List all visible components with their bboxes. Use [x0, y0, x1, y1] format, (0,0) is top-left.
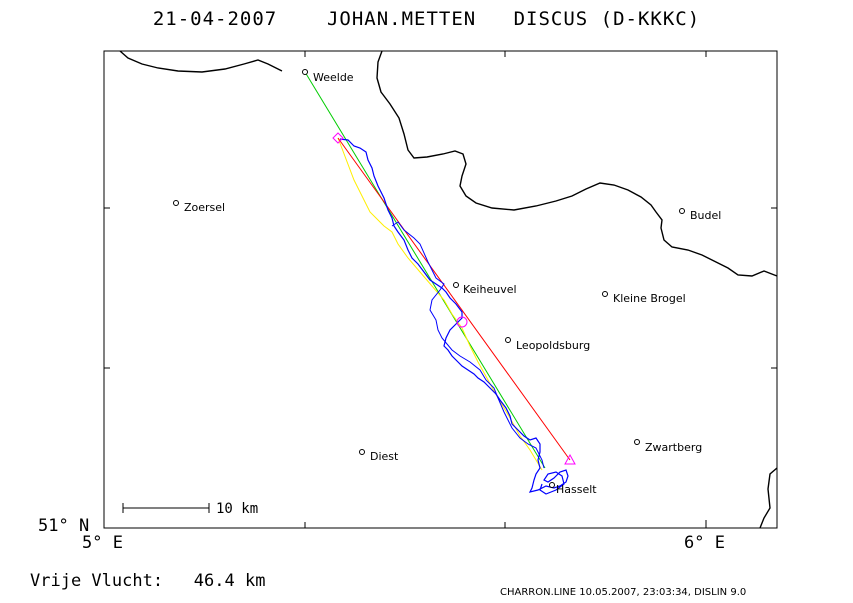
town-label: Zoersel [184, 201, 225, 214]
town-weelde: Weelde [302, 69, 354, 84]
town-marker-icon [302, 69, 308, 75]
plot-frame [103, 50, 778, 529]
town-diest: Diest [359, 449, 399, 463]
map-title: 21-04-2007 JOHAN.METTEN DISCUS (D-KKKC) [0, 8, 853, 30]
finish-marker [564, 453, 576, 465]
town-hasselt: Hasselt [549, 482, 597, 496]
gps-track [339, 138, 569, 495]
town-marker-icon [549, 482, 555, 488]
national-border [119, 50, 778, 529]
task-line-green [304, 71, 546, 469]
town-kleine-brogel: Kleine Brogel [602, 291, 686, 305]
turnpoint-circle [456, 316, 468, 328]
town-leopoldsburg: Leopoldsburg [505, 337, 590, 352]
task-line-yellow [337, 137, 543, 471]
town-label: Weelde [313, 71, 354, 84]
town-label: Kleine Brogel [613, 292, 686, 305]
town-marker-icon [634, 439, 640, 445]
town-zoersel: Zoersel [173, 200, 225, 214]
town-marker-icon [173, 200, 179, 206]
task-line-red [337, 137, 571, 461]
town-label: Keiheuvel [463, 283, 517, 296]
town-label: Leopoldsburg [516, 339, 590, 352]
town-label: Hasselt [556, 483, 597, 496]
result-label: Vrije Vlucht: [30, 571, 164, 591]
town-marker-icon [602, 291, 608, 297]
pilot-name: JOHAN.METTEN [326, 8, 477, 30]
start-marker [332, 132, 344, 144]
town-keiheuvel: Keiheuvel [453, 282, 517, 296]
town-zwartberg: Zwartberg [634, 439, 702, 454]
gps-track-detail [391, 221, 545, 469]
lon-label-5e: 5° E [82, 533, 123, 553]
town-marker-icon [679, 208, 685, 214]
glider-name: DISCUS (D-KKKC) [513, 8, 701, 30]
town-marker-icon [453, 282, 459, 288]
town-marker-icon [359, 449, 365, 455]
town-label: Zwartberg [645, 441, 702, 454]
flight-date: 21-04-2007 [152, 8, 278, 30]
lon-label-6e: 6° E [684, 533, 725, 553]
axis-ticks [104, 51, 777, 528]
town-label: Diest [370, 450, 399, 463]
town-budel: Budel [679, 208, 721, 222]
town-label: Budel [690, 209, 721, 222]
scale-bar-label: 10 km [216, 501, 258, 517]
credit-line: CHARRON.LINE 10.05.2007, 23:03:34, DISLI… [500, 587, 747, 598]
scale-bar [122, 503, 210, 513]
result-summary: Vrije Vlucht: 46.4 km [30, 571, 265, 591]
town-marker-icon [505, 337, 511, 343]
result-value: 46.4 km [193, 571, 266, 591]
lat-label: 51° N [38, 516, 90, 536]
